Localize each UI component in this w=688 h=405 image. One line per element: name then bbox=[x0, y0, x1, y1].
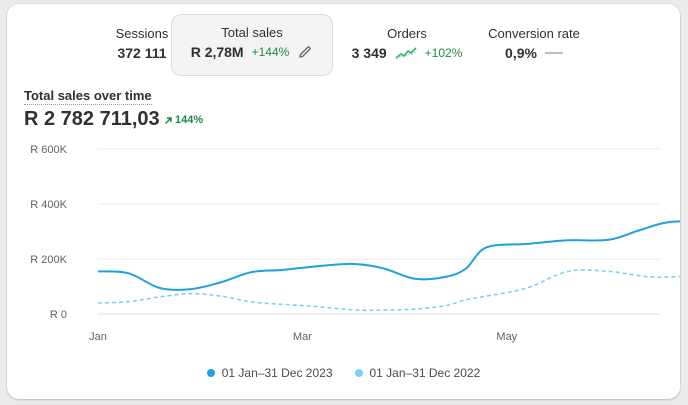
pencil-icon[interactable] bbox=[297, 44, 313, 60]
metric-sessions-value: 372 111 bbox=[117, 45, 167, 61]
legend-current-dot bbox=[206, 369, 215, 377]
metric-orders-change: +102% bbox=[424, 46, 463, 60]
total-sales-value: R 2 782 711,03 bbox=[24, 108, 160, 130]
chart-series bbox=[97, 220, 680, 312]
metric-orders[interactable]: Orders 3 349 +102% bbox=[342, 16, 472, 74]
x-tick-label: May bbox=[496, 331, 517, 343]
metric-orders-label: Orders bbox=[387, 26, 427, 41]
no-change-dash bbox=[544, 52, 563, 54]
x-axis-ticks: JanMarMayJulSeptNov bbox=[89, 331, 518, 343]
y-axis-ticks: R 600K R 400K R 200K R 0 bbox=[30, 144, 67, 321]
chart-legend: 01 Jan–31 Dec 2023 01 Jan–31 Dec 2022 bbox=[7, 366, 680, 380]
total-sales-change: 144% bbox=[164, 114, 203, 126]
series-line-2022 bbox=[97, 269, 680, 312]
metric-total-sales[interactable]: Total sales R 2,78M +144% bbox=[171, 14, 333, 76]
legend-current-label: 01 Jan–31 Dec 2023 bbox=[221, 366, 333, 380]
sparkline-icon bbox=[395, 46, 417, 60]
metric-conversion[interactable]: Conversion rate 0,9% bbox=[479, 16, 589, 74]
chart-grid bbox=[98, 148, 660, 315]
metric-total-sales-label: Total sales bbox=[221, 25, 283, 40]
legend-item-previous[interactable]: 01 Jan–31 Dec 2022 bbox=[354, 366, 481, 380]
series-line-2023 bbox=[97, 220, 680, 291]
y-tick-label: R 400K bbox=[30, 199, 67, 211]
y-tick-label: R 600K bbox=[30, 144, 67, 156]
legend-previous-label: 01 Jan–31 Dec 2022 bbox=[369, 366, 481, 380]
sales-card: Sessions 372 111 Total sales R 2,78M +14… bbox=[7, 4, 680, 399]
legend-item-current[interactable]: 01 Jan–31 Dec 2023 bbox=[206, 366, 333, 380]
y-tick-label: R 0 bbox=[50, 309, 67, 321]
y-tick-label: R 200K bbox=[30, 254, 67, 266]
metric-conversion-value: 0,9% bbox=[505, 45, 537, 61]
x-tick-label: Jan bbox=[89, 331, 107, 343]
x-tick-label: Mar bbox=[293, 331, 312, 343]
total-sales-change-value: 144% bbox=[175, 114, 204, 126]
metric-sessions-label: Sessions bbox=[115, 26, 169, 41]
metric-orders-value: 3 349 bbox=[351, 45, 387, 61]
chart-title[interactable]: Total sales over time bbox=[24, 88, 152, 105]
metric-sessions[interactable]: Sessions 372 111 bbox=[92, 16, 192, 74]
metrics-bar: Sessions 372 111 Total sales R 2,78M +14… bbox=[7, 4, 680, 82]
metric-total-sales-change: +144% bbox=[251, 45, 290, 59]
metric-conversion-label: Conversion rate bbox=[488, 26, 580, 41]
metric-total-sales-value: R 2,78M bbox=[190, 44, 244, 60]
arrow-up-right-icon bbox=[164, 116, 172, 124]
legend-previous-dot bbox=[354, 369, 363, 377]
